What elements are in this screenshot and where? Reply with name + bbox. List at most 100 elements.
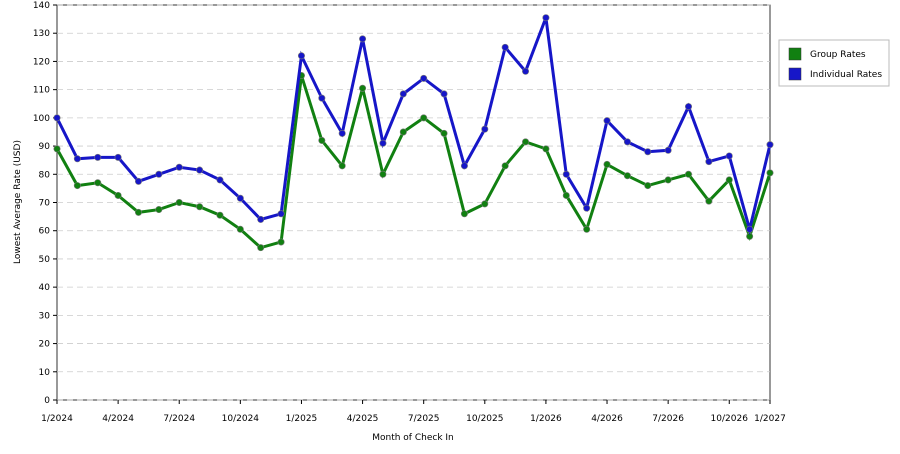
data-point [257, 244, 265, 252]
data-point [664, 176, 672, 184]
data-point [318, 136, 326, 144]
data-point [94, 153, 102, 161]
data-point [542, 145, 550, 153]
x-tick-label: 1/2027 [754, 414, 786, 424]
data-point [236, 225, 244, 233]
legend-label: Individual Rates [810, 70, 882, 80]
data-point [481, 125, 489, 133]
data-point [725, 152, 733, 160]
series-line [55, 75, 772, 250]
data-point [522, 67, 530, 75]
data-point [134, 208, 142, 216]
data-point [623, 138, 631, 146]
data-point [277, 238, 285, 246]
data-point [766, 141, 774, 149]
data-point [196, 203, 204, 211]
data-point [583, 204, 591, 212]
data-point [114, 191, 122, 199]
x-axis-label: Month of Check In [372, 433, 454, 443]
data-point [705, 197, 713, 205]
y-tick-label: 120 [33, 57, 50, 67]
data-point [94, 179, 102, 187]
data-point [725, 176, 733, 184]
data-point [420, 74, 428, 82]
data-point [440, 129, 448, 137]
x-tick-label: 1/2026 [530, 414, 562, 424]
x-tick-label: 10/2024 [222, 414, 260, 424]
data-point [766, 169, 774, 177]
data-point [216, 211, 224, 219]
legend-swatch [788, 67, 802, 81]
y-tick-label: 40 [39, 283, 51, 293]
x-tick-label: 4/2025 [347, 414, 379, 424]
data-point [216, 176, 224, 184]
y-tick-label: 140 [33, 1, 50, 11]
data-point [583, 225, 591, 233]
data-point [114, 153, 122, 161]
data-point [440, 90, 448, 98]
data-point [318, 94, 326, 102]
y-axis-label: Lowest Average Rate (USD) [13, 140, 23, 264]
data-point [338, 129, 346, 137]
data-point [155, 206, 163, 214]
y-tick-label: 50 [39, 255, 51, 265]
x-tick-label: 10/2026 [711, 414, 749, 424]
data-point [644, 182, 652, 190]
y-tick-label: 100 [33, 114, 50, 124]
data-point [501, 43, 509, 51]
data-point [175, 163, 183, 171]
x-tick-label: 1/2025 [286, 414, 318, 424]
data-point [746, 225, 754, 233]
data-point [623, 172, 631, 180]
y-tick-label: 60 [39, 227, 51, 237]
data-point [705, 158, 713, 166]
data-point [175, 199, 183, 207]
legend-label: Group Rates [810, 50, 866, 60]
legend-swatch [788, 47, 802, 61]
data-point [664, 146, 672, 154]
data-point [481, 200, 489, 208]
data-point [522, 138, 530, 146]
y-tick-label: 110 [33, 86, 50, 96]
data-point [685, 103, 693, 111]
y-tick-label: 130 [33, 29, 50, 39]
x-tick-label: 4/2024 [102, 414, 134, 424]
data-point [562, 191, 570, 199]
data-point [603, 117, 611, 125]
data-point [53, 145, 61, 153]
plot-frame [56, 4, 771, 401]
data-point [542, 14, 550, 22]
data-point [501, 162, 509, 170]
data-point [134, 177, 142, 185]
x-tick-label: 7/2026 [652, 414, 684, 424]
data-point [685, 170, 693, 178]
y-tick-label: 70 [39, 199, 51, 209]
x-tick-label: 1/2024 [41, 414, 73, 424]
data-point [196, 166, 204, 174]
data-point [399, 90, 407, 98]
data-point [257, 215, 265, 223]
data-point [297, 52, 305, 60]
x-tick-label: 7/2025 [408, 414, 440, 424]
data-point [379, 139, 387, 147]
data-point [338, 162, 346, 170]
y-tick-label: 0 [44, 396, 50, 406]
data-point [359, 35, 367, 43]
data-point [562, 170, 570, 178]
x-tick-label: 7/2024 [163, 414, 195, 424]
data-point [73, 182, 81, 190]
data-point [236, 194, 244, 202]
y-tick-label: 20 [39, 340, 51, 350]
data-point [155, 170, 163, 178]
data-point [460, 210, 468, 218]
data-point [53, 114, 61, 122]
data-point [73, 155, 81, 163]
data-point [603, 160, 611, 168]
y-tick-label: 90 [39, 142, 51, 152]
y-tick-label: 10 [39, 368, 51, 378]
data-point [420, 114, 428, 122]
data-point [644, 148, 652, 156]
data-point [460, 162, 468, 170]
y-tick-label: 80 [39, 170, 51, 180]
